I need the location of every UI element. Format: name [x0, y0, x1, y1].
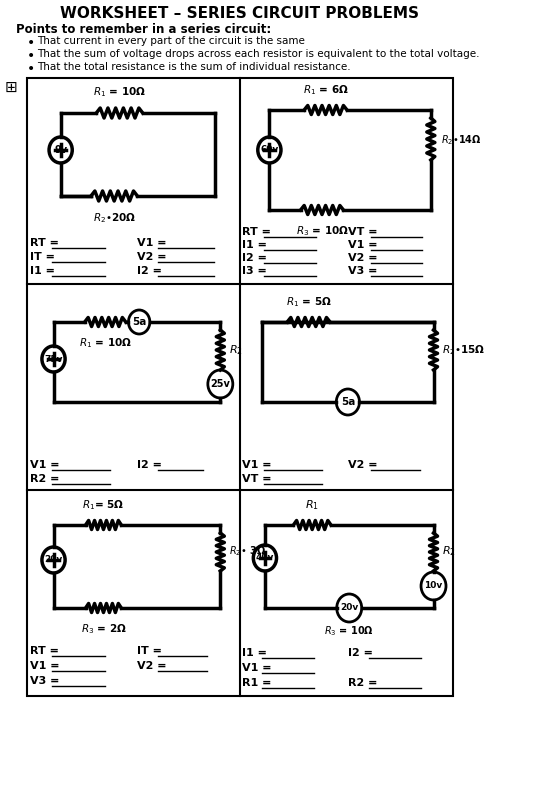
Text: $R_1$ = 6Ω: $R_1$ = 6Ω — [303, 83, 349, 97]
Text: V1 =: V1 = — [137, 238, 166, 248]
Text: I2 =: I2 = — [137, 266, 162, 276]
Text: V1 =: V1 = — [242, 663, 271, 673]
Text: IT =: IT = — [30, 252, 55, 262]
Text: •: • — [27, 36, 35, 50]
Text: V1 =: V1 = — [242, 460, 271, 470]
Text: $R_3$ = 2Ω: $R_3$ = 2Ω — [81, 622, 126, 636]
Text: That current in every part of the circuit is the same: That current in every part of the circui… — [38, 36, 306, 46]
Text: 20v: 20v — [340, 604, 358, 613]
Text: $R_2$: $R_2$ — [229, 343, 243, 357]
Text: R2 =: R2 = — [30, 474, 60, 484]
Text: VT =: VT = — [348, 227, 378, 237]
Text: $R_2$•15Ω: $R_2$•15Ω — [442, 343, 486, 357]
Text: I1 =: I1 = — [30, 266, 55, 276]
Text: I3 =: I3 = — [242, 266, 266, 276]
Text: 60v: 60v — [260, 146, 279, 155]
Text: WORKSHEET – SERIES CIRCUIT PROBLEMS: WORKSHEET – SERIES CIRCUIT PROBLEMS — [60, 6, 420, 21]
Text: RT =: RT = — [242, 227, 271, 237]
Text: V2 =: V2 = — [137, 252, 166, 262]
Text: IT =: IT = — [137, 646, 162, 656]
Text: V2 =: V2 = — [348, 460, 378, 470]
Text: $R_1$ = 10Ω: $R_1$ = 10Ω — [79, 336, 132, 350]
Text: 9v: 9v — [54, 145, 67, 155]
Text: V3 =: V3 = — [30, 676, 60, 686]
Text: V1 =: V1 = — [348, 240, 378, 250]
Text: That the sum of voltage drops across each resistor is equivalent to the total vo: That the sum of voltage drops across eac… — [38, 49, 480, 59]
Text: $R_2$• 3Ω: $R_2$• 3Ω — [229, 544, 267, 558]
Text: $R_2$•14Ω: $R_2$•14Ω — [441, 133, 482, 147]
Text: V2 =: V2 = — [137, 661, 166, 671]
Bar — [27, 78, 453, 696]
Text: I2 =: I2 = — [137, 460, 162, 470]
Text: I1 =: I1 = — [242, 240, 267, 250]
Text: 5a: 5a — [132, 317, 146, 327]
Text: Points to remember in a series circuit:: Points to remember in a series circuit: — [16, 23, 271, 36]
Text: 25v: 25v — [210, 379, 230, 389]
Text: 40v: 40v — [256, 554, 274, 563]
Text: $R_1$ = 5Ω: $R_1$ = 5Ω — [286, 295, 331, 309]
Text: $R_1$: $R_1$ — [305, 498, 319, 512]
Text: $R_1$ = 10Ω: $R_1$ = 10Ω — [93, 85, 146, 99]
Text: R2 =: R2 = — [348, 678, 378, 688]
Text: RT =: RT = — [30, 238, 59, 248]
Text: •: • — [27, 62, 35, 76]
Text: 20v: 20v — [45, 555, 62, 564]
Text: $R_2$: $R_2$ — [442, 544, 456, 558]
Text: 75v: 75v — [44, 355, 63, 364]
Text: I2 =: I2 = — [242, 253, 267, 263]
Text: RT =: RT = — [30, 646, 59, 656]
Text: ⊞: ⊞ — [4, 80, 17, 95]
Text: VT =: VT = — [242, 474, 271, 484]
Text: V2 =: V2 = — [348, 253, 378, 263]
Text: I1 =: I1 = — [242, 648, 267, 658]
Text: R1 =: R1 = — [242, 678, 271, 688]
Text: V1 =: V1 = — [30, 460, 60, 470]
Text: $R_2$•20Ω: $R_2$•20Ω — [93, 211, 136, 225]
Text: •: • — [27, 49, 35, 63]
Text: I2 =: I2 = — [348, 648, 373, 658]
Text: That the total resistance is the sum of individual resistance.: That the total resistance is the sum of … — [38, 62, 351, 72]
Text: $R_3$ = 10Ω: $R_3$ = 10Ω — [324, 624, 374, 638]
Text: 10v: 10v — [424, 581, 443, 591]
Text: $R_3$ = 10Ω: $R_3$ = 10Ω — [295, 224, 349, 238]
Text: V3 =: V3 = — [348, 266, 378, 276]
Text: $R_1$= 5Ω: $R_1$= 5Ω — [82, 498, 125, 512]
Text: V1 =: V1 = — [30, 661, 60, 671]
Text: 5a: 5a — [341, 397, 355, 407]
